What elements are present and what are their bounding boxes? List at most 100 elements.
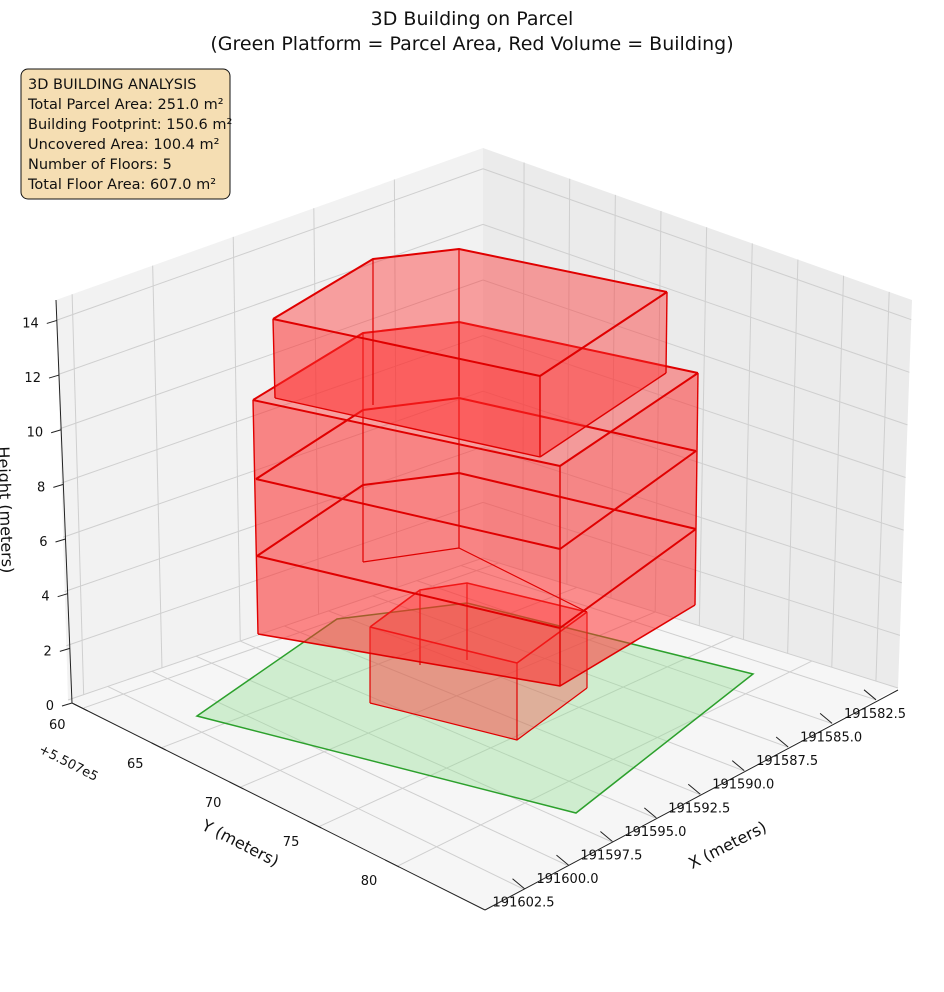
gridline-floor-x-2 bbox=[372, 595, 788, 748]
y-axis-label: Y (meters) bbox=[198, 815, 282, 870]
gridline-right-vertical-5 bbox=[654, 211, 662, 612]
x-tick-mark-2 bbox=[775, 736, 789, 748]
x-tick-label-6: 191597.5 bbox=[580, 849, 642, 864]
y-axis-offset: +5.507e5 bbox=[36, 742, 100, 785]
z-axis-label: Height (meters) bbox=[0, 446, 17, 574]
x-tick-label-3: 191590.0 bbox=[712, 778, 774, 793]
gridline-left-vertical-4 bbox=[393, 179, 398, 588]
z-tick-label-3: 6 bbox=[39, 535, 47, 550]
z-tick-mark-1 bbox=[59, 647, 70, 652]
gridline-left-vertical-0 bbox=[71, 294, 85, 695]
gridline-left-z-7 bbox=[56, 168, 484, 321]
vertical-front-left bbox=[252, 399, 259, 635]
gridline-left-vertical-3 bbox=[313, 208, 320, 615]
gridline-left-z-5 bbox=[59, 279, 484, 430]
top-roof-back-edge bbox=[272, 248, 668, 320]
z-tick-mark-6 bbox=[48, 374, 60, 379]
gridline-right-vertical-0 bbox=[875, 291, 890, 682]
floor-2-back-edge bbox=[256, 472, 697, 557]
building-top-volume bbox=[273, 249, 667, 457]
chart-subtitle: (Green Platform = Parcel Area, Red Volum… bbox=[210, 33, 733, 55]
gridline-right-z-6 bbox=[482, 223, 910, 373]
gridline-floor-x-5 bbox=[239, 640, 656, 819]
x-axis-line bbox=[484, 689, 899, 911]
gridline-left-z-6 bbox=[58, 223, 484, 375]
info-line-floor-area: Total Floor Area: 607.0 m² bbox=[27, 177, 216, 193]
axis-ticks: 0 2 4 6 8 10 12 14 60 65 70 75 80 191582.5 191585.0 191… bbox=[22, 316, 906, 910]
grid-lines bbox=[56, 162, 912, 890]
z-tick-label-2: 4 bbox=[41, 590, 49, 605]
info-line-parcel-area: Total Parcel Area: 251.0 m² bbox=[27, 97, 224, 113]
gridline-right-vertical-3 bbox=[742, 243, 753, 640]
y-tick-label-0: 60 bbox=[49, 718, 66, 733]
z-tick-label-4: 8 bbox=[37, 480, 45, 495]
gridline-right-vertical-6 bbox=[610, 194, 616, 599]
info-box: 3D BUILDING ANALYSIS Total Parcel Area: … bbox=[20, 68, 232, 200]
floor-3-back-edge bbox=[255, 397, 697, 480]
z-tick-label-1: 2 bbox=[44, 644, 52, 659]
gridline-floor-x-6 bbox=[195, 655, 612, 842]
gridline-floor-x-3 bbox=[328, 610, 744, 772]
left-pane bbox=[56, 148, 483, 700]
x-tick-mark-5 bbox=[644, 807, 657, 819]
x-tick-mark-1 bbox=[819, 713, 833, 724]
gridline-right-z-0 bbox=[482, 557, 899, 689]
building-main-side bbox=[560, 373, 698, 686]
gridline-left-z-2 bbox=[64, 446, 484, 592]
y-tick-label-4: 80 bbox=[361, 874, 378, 889]
y-tick-label-2: 70 bbox=[205, 796, 222, 811]
y-tick-mark-1 bbox=[151, 742, 166, 751]
gridline-floor-y-4 bbox=[396, 660, 813, 867]
gridline-right-vertical-7 bbox=[566, 178, 571, 585]
z-axis-line bbox=[55, 299, 73, 704]
gridline-floor-x-8 bbox=[107, 685, 523, 890]
gridline-right-z-7 bbox=[482, 168, 912, 321]
gridline-right-z-4 bbox=[482, 335, 906, 478]
z-tick-mark-4 bbox=[53, 483, 64, 488]
x-tick-label-4: 191592.5 bbox=[668, 801, 730, 816]
x-tick-mark-0 bbox=[863, 689, 877, 701]
info-title: 3D BUILDING ANALYSIS bbox=[28, 77, 196, 93]
z-tick-label-7: 14 bbox=[22, 316, 39, 331]
gridline-left-z-4 bbox=[61, 335, 484, 484]
x-tick-mark-7 bbox=[556, 854, 569, 866]
gridline-right-vertical-8 bbox=[522, 162, 525, 571]
x-tick-mark-8 bbox=[512, 878, 525, 890]
chart-title: 3D Building on Parcel bbox=[371, 8, 574, 30]
x-tick-label-2: 191587.5 bbox=[756, 754, 818, 769]
z-tick-label-0: 0 bbox=[46, 699, 54, 714]
building-main-front bbox=[253, 400, 560, 686]
x-tick-label-0: 191582.5 bbox=[844, 707, 906, 722]
y-tick-mark-4 bbox=[385, 859, 400, 868]
building-top-front bbox=[273, 319, 540, 457]
top-floor-bottom-front bbox=[274, 397, 541, 458]
info-box-background bbox=[20, 68, 231, 200]
gridline-right-z-1 bbox=[482, 501, 901, 636]
gridline-left-z-0 bbox=[67, 557, 484, 701]
y-tick-mark-0 bbox=[73, 703, 88, 712]
gridline-floor-x-1 bbox=[416, 580, 832, 724]
y-tick-label-1: 65 bbox=[127, 757, 144, 772]
z-tick-mark-3 bbox=[55, 538, 66, 543]
y-axis-line bbox=[71, 702, 486, 911]
building-volume bbox=[252, 248, 699, 741]
info-line-uncovered: Uncovered Area: 100.4 m² bbox=[28, 137, 219, 153]
gridline-floor-x-0 bbox=[460, 565, 877, 701]
x-tick-label-5: 191595.0 bbox=[624, 825, 686, 840]
y-tick-label-3: 75 bbox=[283, 835, 300, 850]
gridline-floor-x-7 bbox=[151, 670, 568, 866]
x-tick-label-7: 191600.0 bbox=[536, 872, 598, 887]
y-tick-mark-2 bbox=[229, 781, 244, 790]
gridline-left-z-1 bbox=[66, 501, 484, 647]
gridline-floor-y-0 bbox=[83, 562, 499, 709]
parcel-platform bbox=[195, 602, 755, 814]
z-tick-label-6: 12 bbox=[24, 371, 41, 386]
gridline-left-vertical-1 bbox=[152, 265, 163, 668]
info-line-footprint: Building Footprint: 150.6 m² bbox=[28, 117, 232, 133]
z-tick-mark-2 bbox=[57, 593, 68, 598]
info-line-floors: Number of Floors: 5 bbox=[28, 157, 172, 173]
x-tick-mark-3 bbox=[731, 760, 745, 772]
gridline-floor-y-3 bbox=[318, 636, 734, 828]
gridline-right-vertical-1 bbox=[831, 275, 845, 668]
